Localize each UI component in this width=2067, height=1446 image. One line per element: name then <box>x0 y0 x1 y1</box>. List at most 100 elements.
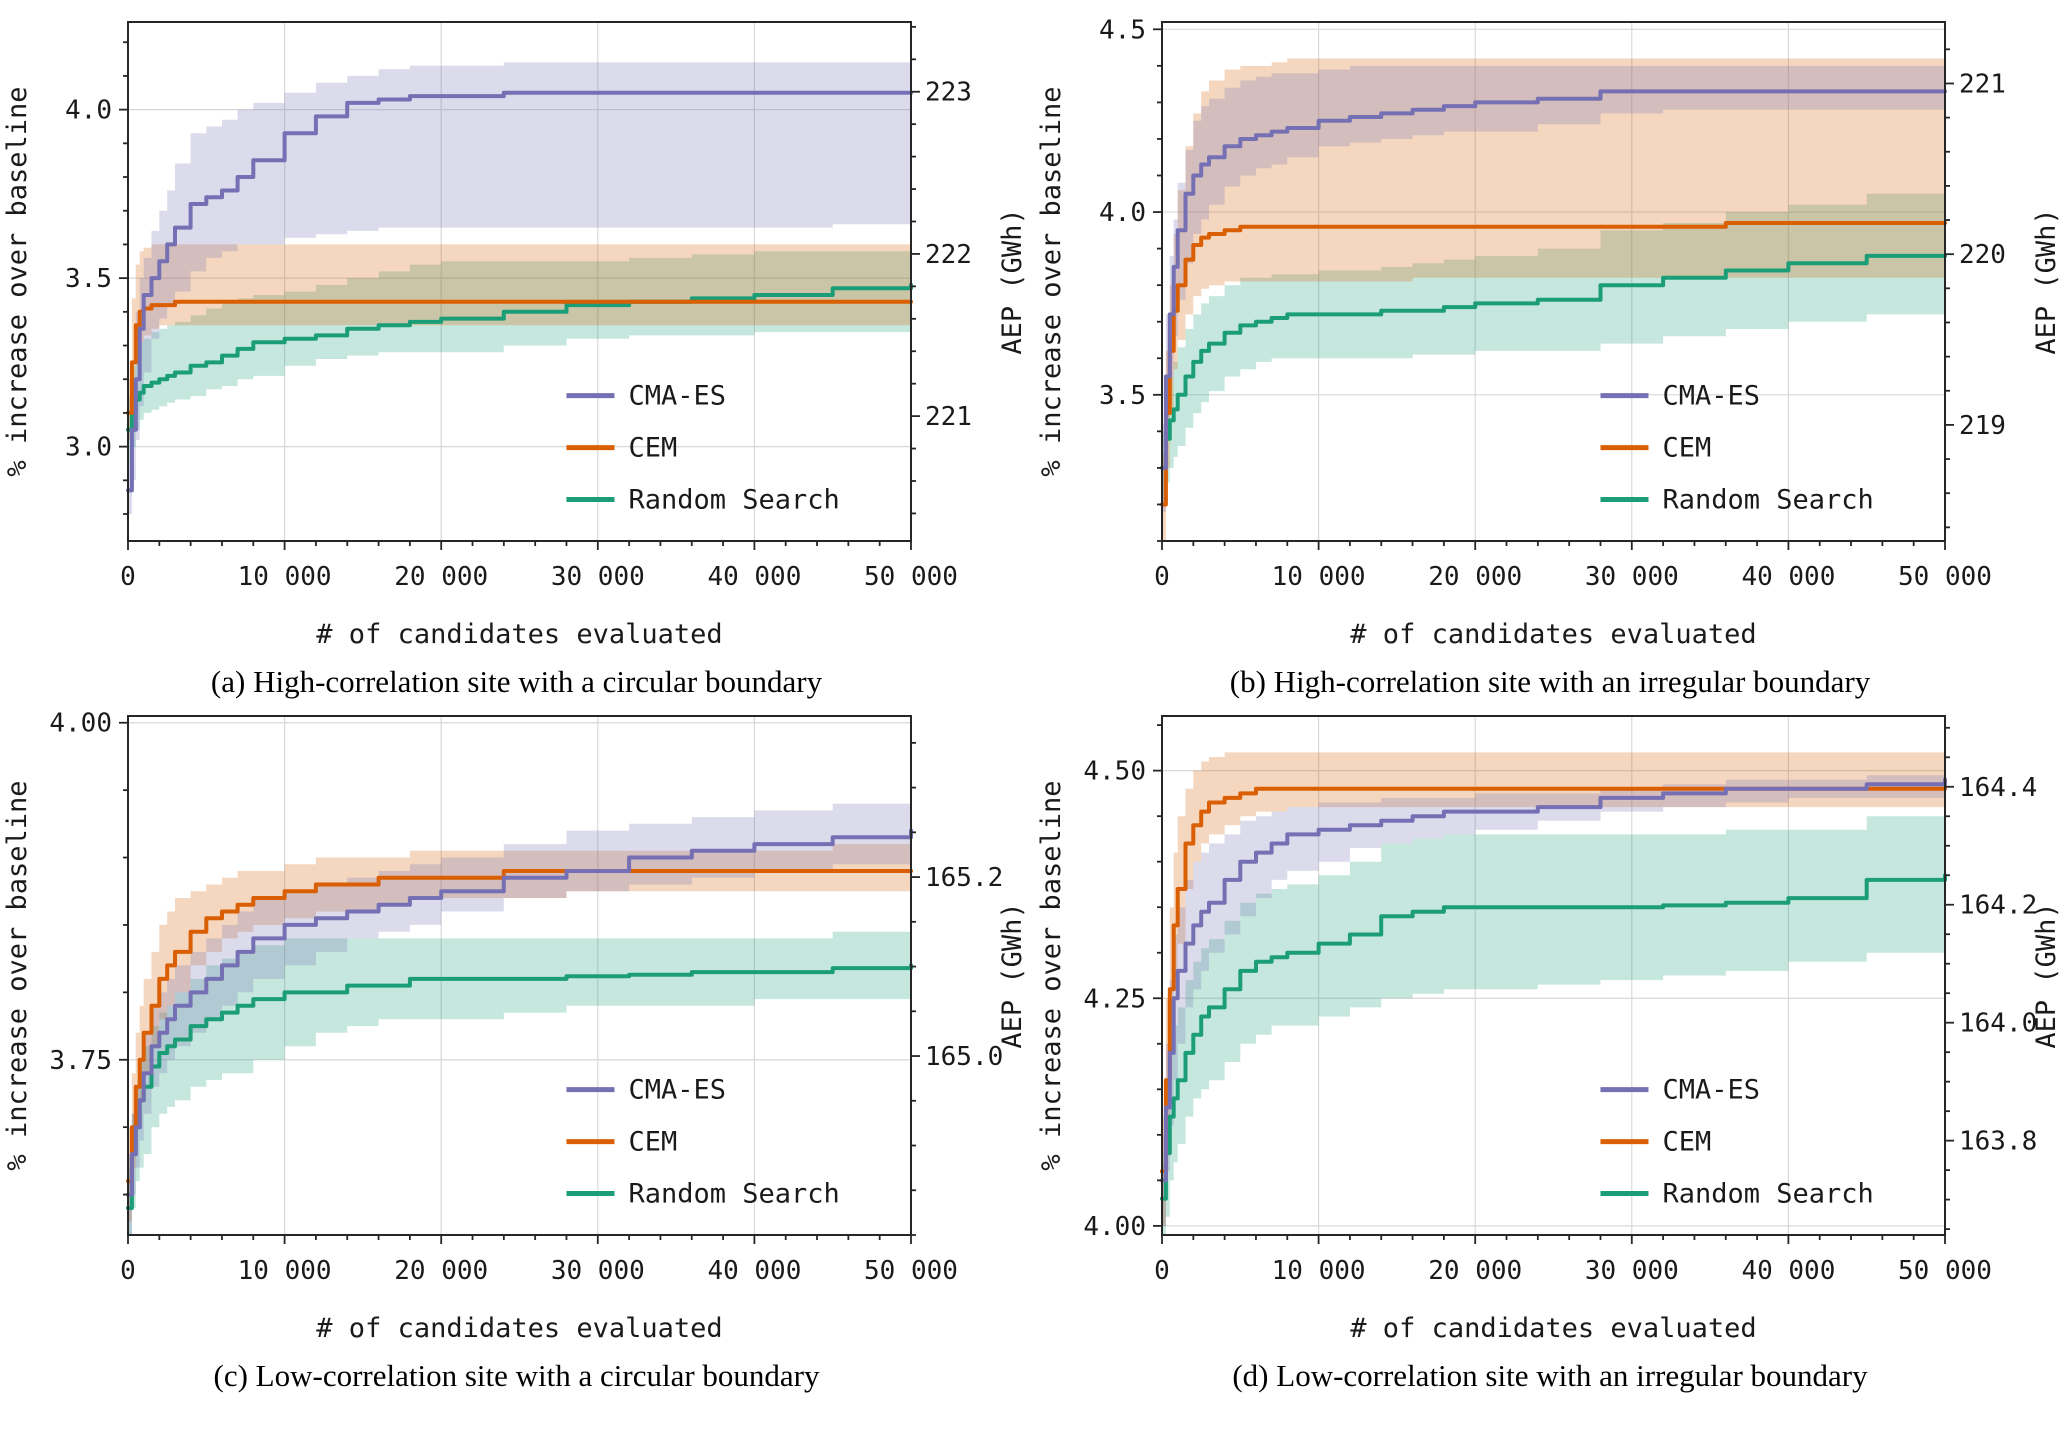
y-tick-label-left: 3.0 <box>65 433 112 463</box>
panel-b: 0 10 000 20 000 30 000 40 000 50 000 3.5 4.0 4.5… <box>1033 6 2067 700</box>
panel-c: 0 10 000 20 000 30 000 40 000 50 000 3.75 4.00 1… <box>0 700 1033 1394</box>
x-tick-label: 40 000 <box>707 1256 801 1286</box>
axis-labels: 0 10 000 20 000 30 000 40 000 50 000 3.5 4.0 4.5… <box>1036 15 2062 650</box>
legend: CMA-ES CEM Random Search <box>1599 381 1873 515</box>
y-tick-label-left: 4.0 <box>65 96 112 126</box>
y-tick-label-right: 219 <box>1959 411 2006 441</box>
confidence-band-cma-es <box>128 797 911 1236</box>
y-tick-label-left: 4.5 <box>1099 15 1146 45</box>
y-axis-label-left: % increase over baseline <box>1036 781 1067 1171</box>
y-tick-label-right: 164.0 <box>1959 1009 2037 1039</box>
y-tick-label-left: 4.00 <box>1083 1212 1146 1242</box>
confidence-band-cma-es <box>1161 65 1945 512</box>
x-tick-label: 30 000 <box>551 1256 645 1286</box>
x-tick-label: 40 000 <box>707 562 801 592</box>
caption-d: (d) Low-correlation site with an irregul… <box>1232 1358 1868 1394</box>
legend: CMA-ES CEM Random Search <box>1599 1075 1873 1210</box>
median-line-cem <box>1159 786 1947 1174</box>
caption-c: (c) Low-correlation site with a circular… <box>213 1358 820 1394</box>
y-axis-label-left: % increase over baseline <box>1036 86 1067 476</box>
series-group <box>1159 752 1947 1236</box>
x-tick-label: 40 000 <box>1741 1256 1835 1286</box>
x-tick-label: 0 <box>120 1256 136 1286</box>
y-tick-label-left: 3.75 <box>49 1046 112 1076</box>
axis-labels: 0 10 000 20 000 30 000 40 000 50 000 3.0 3.5 4.0… <box>2 78 1028 650</box>
x-tick-label: 50 000 <box>1898 1256 1992 1286</box>
x-tick-label: 10 000 <box>1271 562 1365 592</box>
y-tick-label-left: 4.25 <box>1083 984 1146 1014</box>
plot-border <box>127 21 912 542</box>
x-tick-label: 20 000 <box>1428 1256 1522 1286</box>
x-axis-label: # of candidates evaluated <box>316 619 722 650</box>
y-tick-label-right: 165.0 <box>925 1042 1003 1072</box>
confidence-band-random-search <box>1161 811 1945 1236</box>
y-tick-label-right: 221 <box>925 402 972 432</box>
x-tick-label: 30 000 <box>1584 1256 1678 1286</box>
caption-b: (b) High-correlation site with an irregu… <box>1229 664 1871 699</box>
axis-labels: 0 10 000 20 000 30 000 40 000 50 000 4.00 4.25 4… <box>1036 757 2062 1344</box>
x-tick-label: 20 000 <box>394 562 488 592</box>
chart-c: 0 10 000 20 000 30 000 40 000 50 000 3.75 4.00 1… <box>2 709 1028 1344</box>
confidence-band-random-search <box>128 931 911 1236</box>
y-tick-label-right: 221 <box>1959 69 2006 99</box>
median-line-cma-es <box>126 90 913 493</box>
x-tick-label: 0 <box>1154 1256 1170 1286</box>
x-tick-label: 20 000 <box>1428 562 1522 592</box>
plot-border <box>1160 21 1946 542</box>
chart-b: 0 10 000 20 000 30 000 40 000 50 000 3.5 4.0 4.5… <box>1036 15 2062 650</box>
chart-a: 0 10 000 20 000 30 000 40 000 50 000 3.0 3.5 4.0… <box>2 21 1028 650</box>
panel-a: 0 10 000 20 000 30 000 40 000 50 000 3.0 3.5 4.0… <box>0 6 1033 700</box>
chart-d: 0 10 000 20 000 30 000 40 000 50 000 4.00 4.25 4… <box>1036 715 2062 1344</box>
legend-label-cem: CEM <box>1662 433 1711 464</box>
legend-label-random-search: Random Search <box>1662 1179 1873 1210</box>
y-tick-label-right: 163.8 <box>1959 1127 2037 1157</box>
y-tick-label-right: 164.2 <box>1959 891 2037 921</box>
x-axis-label: # of candidates evaluated <box>1350 619 1756 650</box>
y-tick-label-left: 4.0 <box>1099 198 1146 228</box>
median-line-cma-es <box>126 828 913 1197</box>
plot-border <box>1160 715 1946 1237</box>
median-line-random-search <box>1159 253 1947 470</box>
y-axis-label-right: AEP (GWh) <box>997 208 1028 354</box>
legend: CMA-ES CEM Random Search <box>566 381 840 515</box>
legend-label-cem: CEM <box>1662 1127 1711 1158</box>
x-tick-label: 50 000 <box>1898 562 1992 592</box>
legend-label-random-search: Random Search <box>628 484 839 515</box>
y-axis-label-right: AEP (GWh) <box>2031 208 2062 354</box>
x-tick-label: 50 000 <box>864 1256 958 1286</box>
x-tick-label: 30 000 <box>1584 562 1678 592</box>
legend-label-cma-es: CMA-ES <box>1662 381 1760 412</box>
x-tick-label: 30 000 <box>551 562 645 592</box>
median-line-cem <box>126 869 913 1184</box>
median-line-cma-es <box>1159 89 1947 470</box>
median-line-random-search <box>126 282 913 432</box>
series-group <box>1159 58 1947 541</box>
x-tick-label: 0 <box>1154 562 1170 592</box>
median-line-cem <box>126 299 913 415</box>
y-tick-label-right: 220 <box>1959 240 2006 270</box>
figure-grid: 0 10 000 20 000 30 000 40 000 50 000 3.0 3.5 4.0… <box>0 6 2067 1394</box>
y-tick-label-left: 3.5 <box>1099 381 1146 411</box>
x-axis-label: # of candidates evaluated <box>316 1313 722 1344</box>
median-line-random-search <box>1159 873 1947 1201</box>
x-tick-label: 20 000 <box>394 1256 488 1286</box>
axis-labels: 0 10 000 20 000 30 000 40 000 50 000 3.75 4.00 1… <box>2 709 1028 1344</box>
plot-border <box>127 715 912 1237</box>
confidence-band-random-search <box>128 251 911 464</box>
series-group <box>126 797 913 1236</box>
legend-label-random-search: Random Search <box>628 1179 839 1210</box>
legend-label-cma-es: CMA-ES <box>628 1075 726 1106</box>
x-tick-label: 0 <box>120 562 136 592</box>
legend-label-cma-es: CMA-ES <box>628 381 726 412</box>
confidence-band-cem <box>128 844 911 1222</box>
confidence-band-cma-es <box>128 62 911 515</box>
confidence-band-cem <box>128 244 911 440</box>
x-tick-label: 40 000 <box>1741 562 1835 592</box>
y-tick-label-right: 222 <box>925 240 972 270</box>
y-tick-label-right: 165.2 <box>925 863 1003 893</box>
legend-label-cem: CEM <box>628 433 677 464</box>
legend-label-cma-es: CMA-ES <box>1662 1075 1760 1106</box>
y-tick-label-left: 4.50 <box>1083 757 1146 787</box>
series-group <box>126 62 913 515</box>
y-axis-label-right: AEP (GWh) <box>997 903 1028 1049</box>
